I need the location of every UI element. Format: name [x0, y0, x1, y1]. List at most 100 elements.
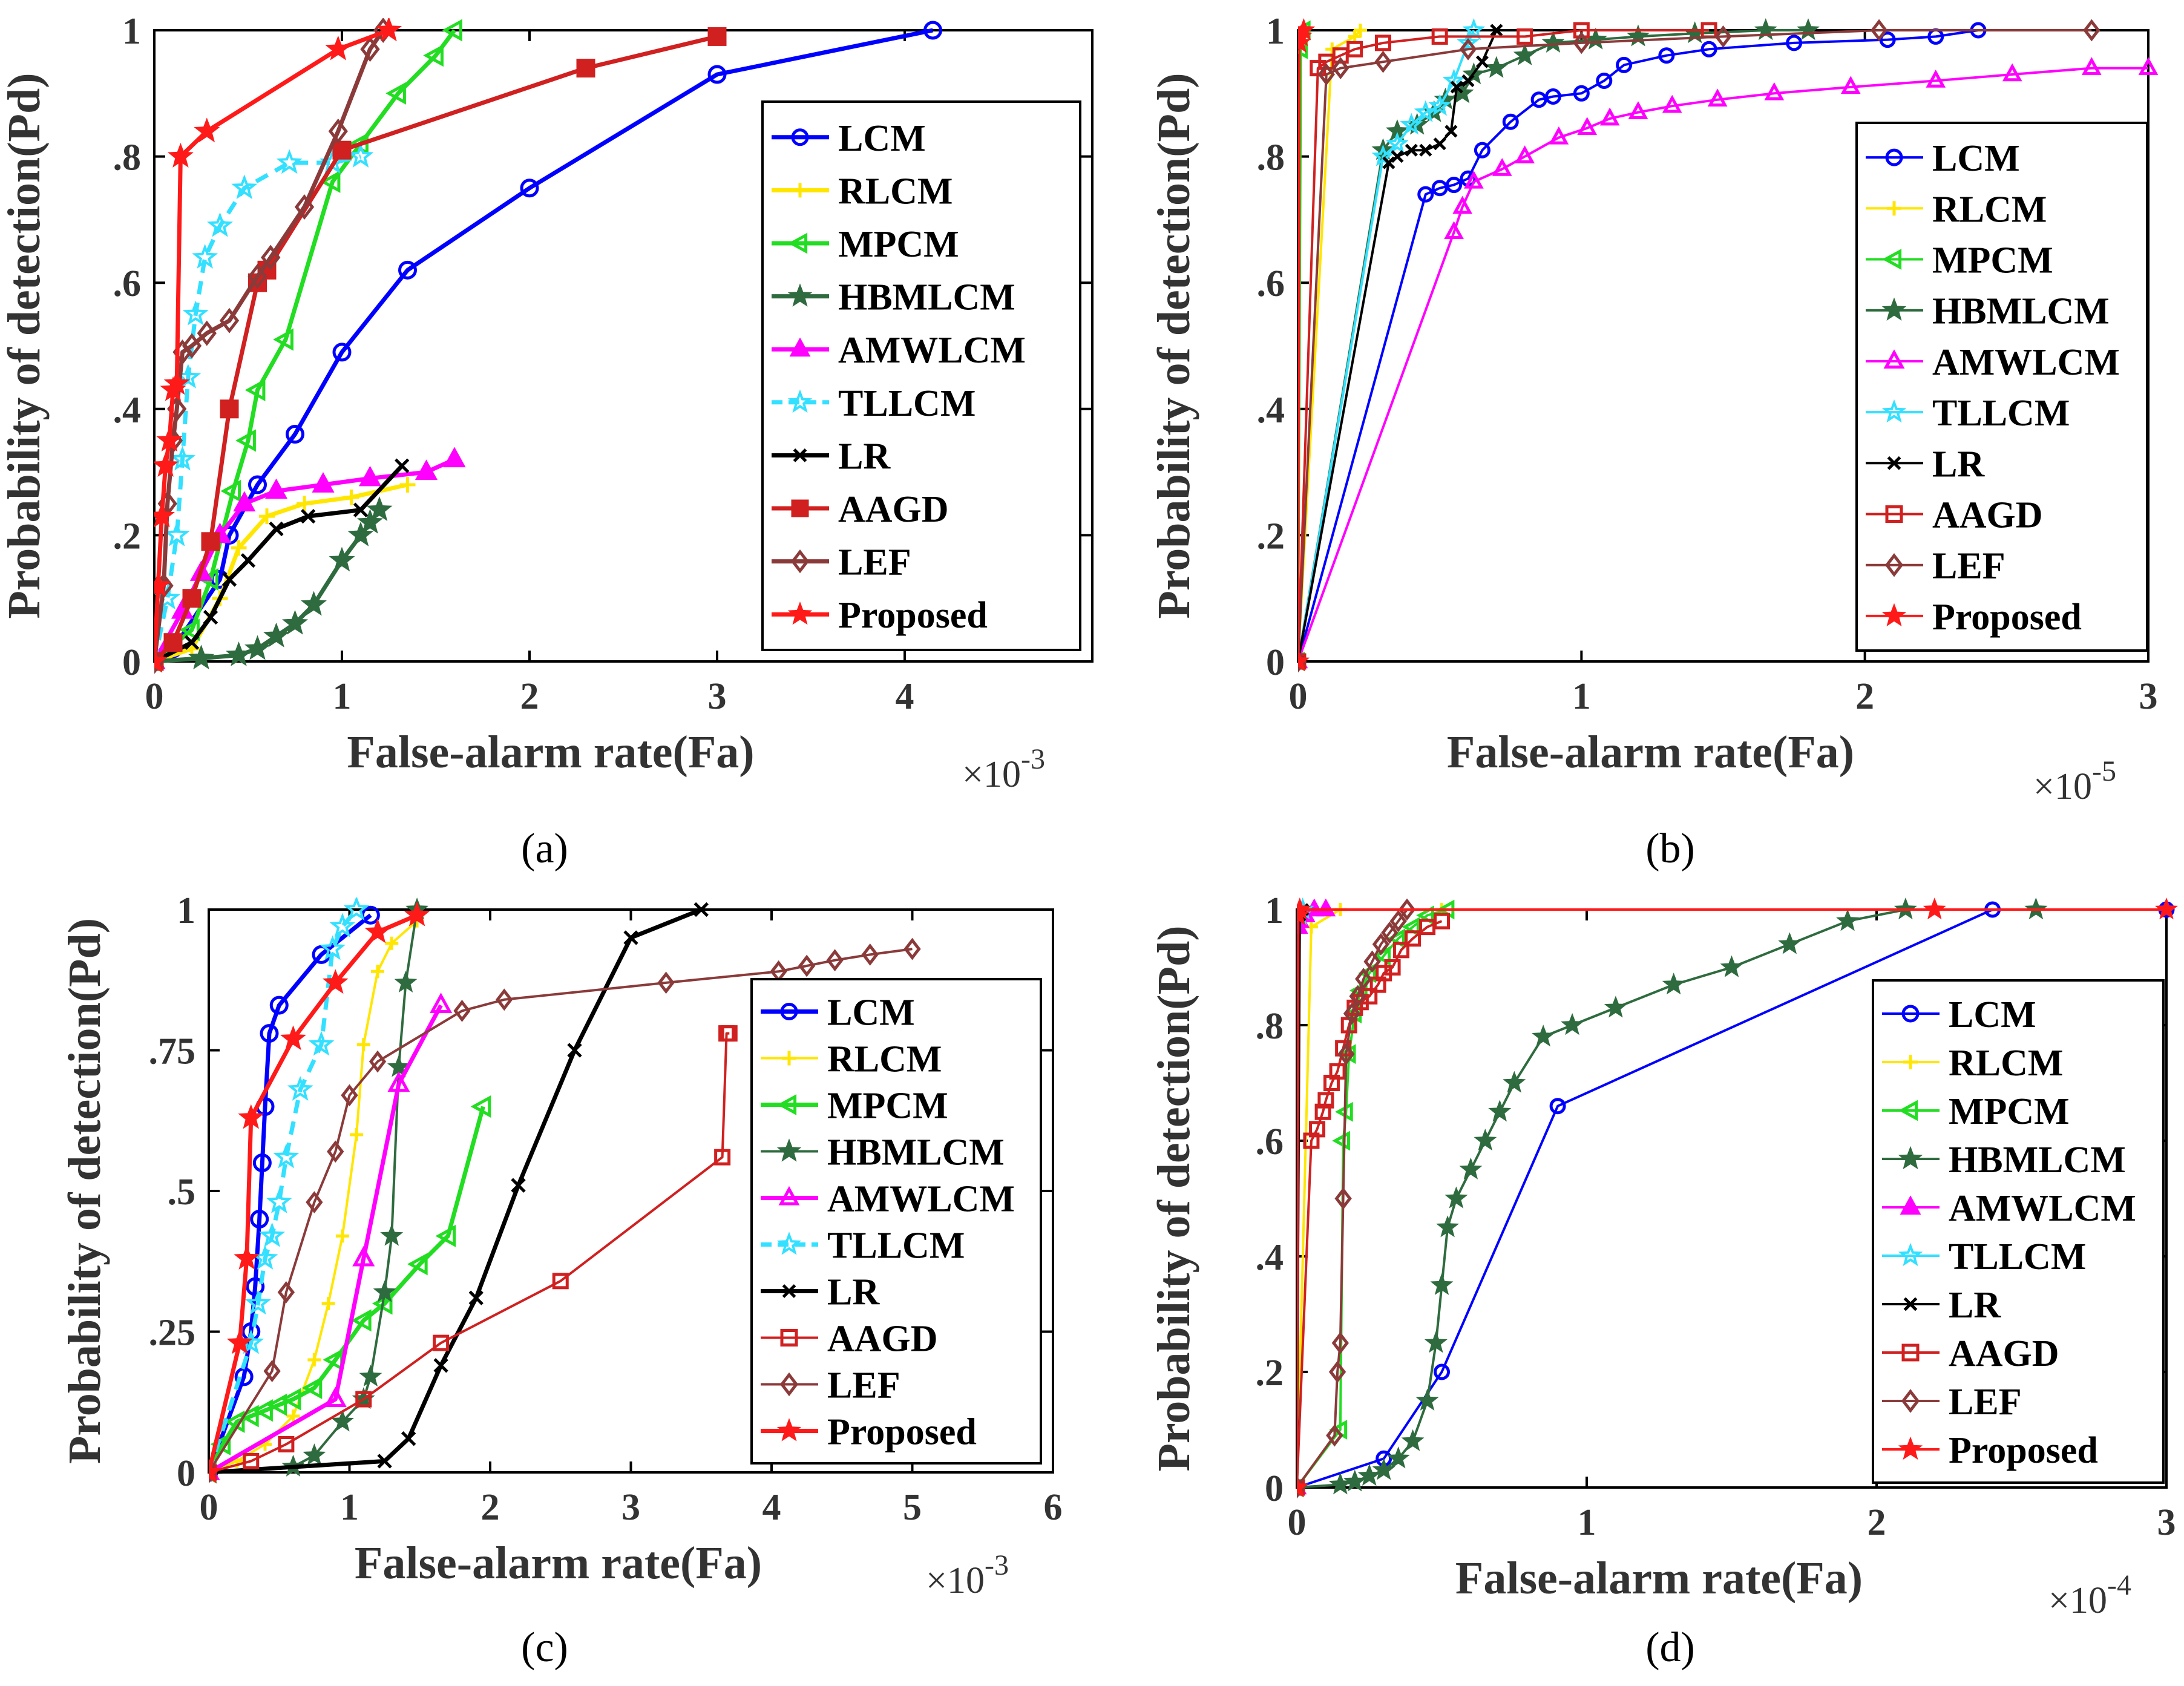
y-tick-label: 1: [1266, 11, 1285, 52]
data-point: [1452, 195, 1472, 214]
data-point: [1464, 170, 1484, 189]
data-point: [1662, 973, 1685, 995]
data-point: [1541, 31, 1565, 53]
legend-marker: [1901, 1389, 1920, 1413]
data-point: [234, 1245, 260, 1270]
multiplier-exponent: -5: [2092, 755, 2116, 787]
data-point: [330, 1409, 354, 1432]
data-point: [240, 553, 256, 568]
legend-label: TLLCM: [1932, 393, 2070, 434]
data-point: [1363, 950, 1381, 973]
data-point: [154, 452, 179, 477]
data-point: [1331, 1331, 1349, 1354]
legend-marker: [1898, 1100, 1918, 1121]
data-point: [1385, 131, 1409, 154]
legend-box: [750, 978, 1042, 1465]
legend-entry: HBMLCM: [772, 277, 1015, 318]
data-point: [1532, 1025, 1555, 1047]
x-axis-label: False-alarm rate(Fa): [1455, 1553, 1863, 1604]
legend-entry: TLLCM: [1882, 1236, 2086, 1278]
multiplier-base: ×10: [2048, 1580, 2107, 1621]
legend-entry: MPCM: [772, 224, 959, 265]
legend: LCM RLCM MPCM HBMLCM AMWLCM TLLCM LR AAGD LEF Pro…: [761, 100, 1081, 651]
data-point: [1317, 63, 1335, 86]
panel-caption: (a): [521, 825, 568, 872]
x-axis-multiplier: ×10-3: [926, 1549, 1009, 1601]
chart-panel-c: 0 1 2 3 4 5 6 0 .25 .5 .75 1 False-alarm rate(Fa) Pro…: [59, 890, 1063, 1671]
legend-marker: [1900, 1195, 1921, 1215]
data-point: [301, 1376, 323, 1400]
x-tick-label: 2: [481, 1487, 500, 1528]
data-point: [861, 943, 879, 966]
data-point: [259, 1222, 286, 1247]
data-point: [1577, 117, 1598, 135]
series-line: [1298, 29, 1979, 662]
data-point: [356, 1038, 370, 1052]
data-point: [1332, 1130, 1350, 1151]
data-point: [1430, 1273, 1454, 1295]
y-tick-label: .2: [1256, 1353, 1284, 1394]
data-point: [1381, 921, 1399, 944]
series-line: [1298, 29, 1362, 662]
series-line: [209, 1004, 443, 1475]
legend-label: LR: [1949, 1285, 2001, 1326]
data-point: [1778, 932, 1802, 954]
data-point: [301, 508, 316, 524]
series-lef: [1297, 898, 1416, 1499]
data-point: [194, 117, 220, 143]
data-point: [231, 174, 258, 199]
legend-marker: [780, 1003, 798, 1020]
data-point: [1424, 1331, 1448, 1353]
legend-entry: AAGD: [761, 1319, 938, 1360]
data-point: [1328, 1360, 1346, 1383]
legend-marker: [791, 128, 809, 146]
y-axis-label: Probability of detection(Pd): [59, 918, 110, 1464]
data-point: [347, 521, 374, 546]
legend-marker: [787, 601, 813, 625]
series-line: [154, 34, 718, 663]
data-point: [1446, 177, 1463, 194]
data-point: [1354, 24, 1368, 37]
data-point: [1503, 1071, 1526, 1093]
data-point: [399, 476, 416, 493]
legend-label: Proposed: [1932, 597, 2082, 638]
data-point: [352, 1245, 375, 1267]
data-point: [359, 1364, 382, 1387]
multiplier-exponent: -3: [1021, 743, 1045, 775]
legend-label: MPCM: [1949, 1091, 2070, 1132]
data-point: [1434, 913, 1450, 930]
data-point: [278, 1436, 295, 1452]
legend-entry: LR: [1882, 1285, 2001, 1326]
multiplier-exponent: -3: [985, 1549, 1009, 1581]
data-point: [332, 140, 352, 160]
data-point: [407, 1253, 428, 1276]
data-point: [1405, 930, 1422, 947]
chart-panel-d: 0 1 2 3 0 .2 .4 .6 .8 1 False-alarm rate(Fa) Probab…: [1149, 890, 2178, 1671]
legend-label: AMWLCM: [1949, 1188, 2136, 1229]
data-point: [433, 1358, 448, 1373]
legend-label: RLCM: [1949, 1043, 2063, 1084]
data-point: [1392, 942, 1409, 959]
series-line: [1297, 908, 1408, 1489]
legend-label: AAGD: [1932, 495, 2043, 536]
legend-label: LCM: [1932, 138, 2020, 179]
data-point: [373, 1280, 396, 1302]
legend-marker: [1881, 603, 1907, 627]
data-point: [1415, 1388, 1439, 1411]
data-point: [1314, 1103, 1331, 1120]
series-proposed: [154, 18, 402, 673]
data-point: [496, 988, 513, 1011]
data-point: [1545, 88, 1561, 105]
multiplier-base: ×10: [926, 1560, 985, 1601]
legend-marker: [782, 1284, 796, 1298]
data-point: [1549, 1098, 1566, 1115]
data-point: [576, 59, 595, 78]
data-point: [192, 243, 218, 269]
data-point: [182, 300, 209, 326]
data-point: [1419, 143, 1432, 157]
data-point: [358, 465, 382, 487]
legend-label: AAGD: [827, 1319, 938, 1360]
data-point: [1316, 898, 1336, 917]
data-point: [1616, 56, 1633, 73]
legend-label: RLCM: [1932, 189, 2047, 230]
